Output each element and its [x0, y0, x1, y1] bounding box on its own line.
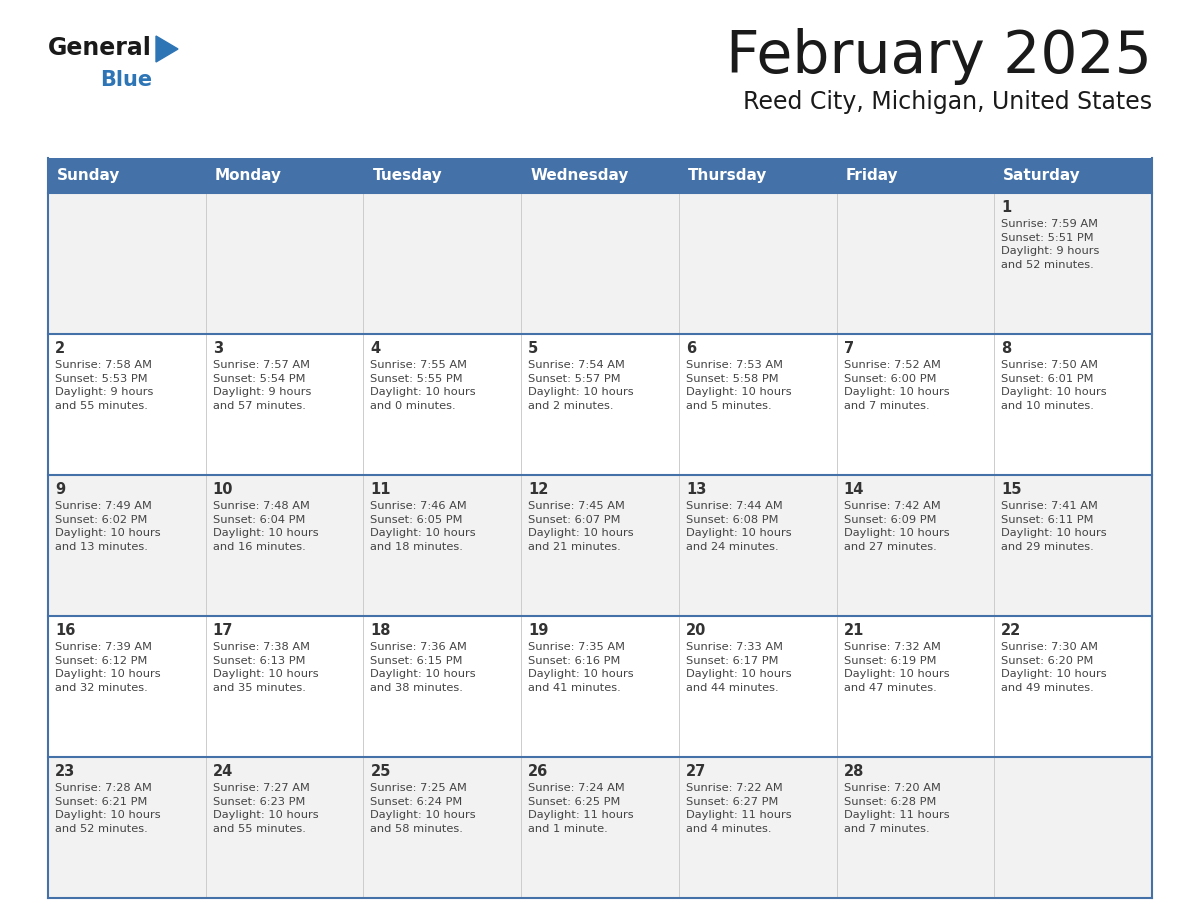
Text: 18: 18	[371, 623, 391, 638]
Text: Sunrise: 7:25 AM
Sunset: 6:24 PM
Daylight: 10 hours
and 58 minutes.: Sunrise: 7:25 AM Sunset: 6:24 PM Dayligh…	[371, 783, 476, 834]
Text: Sunrise: 7:38 AM
Sunset: 6:13 PM
Daylight: 10 hours
and 35 minutes.: Sunrise: 7:38 AM Sunset: 6:13 PM Dayligh…	[213, 642, 318, 693]
Text: Sunday: Sunday	[57, 168, 120, 183]
Text: Sunrise: 7:28 AM
Sunset: 6:21 PM
Daylight: 10 hours
and 52 minutes.: Sunrise: 7:28 AM Sunset: 6:21 PM Dayligh…	[55, 783, 160, 834]
Text: Sunrise: 7:36 AM
Sunset: 6:15 PM
Daylight: 10 hours
and 38 minutes.: Sunrise: 7:36 AM Sunset: 6:15 PM Dayligh…	[371, 642, 476, 693]
Bar	[48, 158, 206, 193]
Bar	[48, 475, 1152, 616]
Text: Sunrise: 7:55 AM
Sunset: 5:55 PM
Daylight: 10 hours
and 0 minutes.: Sunrise: 7:55 AM Sunset: 5:55 PM Dayligh…	[371, 360, 476, 410]
Text: Reed City, Michigan, United States: Reed City, Michigan, United States	[742, 90, 1152, 114]
Text: 16: 16	[55, 623, 75, 638]
Text: 2: 2	[55, 341, 65, 356]
Bar	[48, 757, 1152, 898]
Text: Sunrise: 7:54 AM
Sunset: 5:57 PM
Daylight: 10 hours
and 2 minutes.: Sunrise: 7:54 AM Sunset: 5:57 PM Dayligh…	[529, 360, 633, 410]
Text: Friday: Friday	[846, 168, 898, 183]
Text: Saturday: Saturday	[1004, 168, 1081, 183]
Text: 4: 4	[371, 341, 380, 356]
Text: 13: 13	[685, 482, 706, 497]
Text: 25: 25	[371, 764, 391, 779]
Text: 23: 23	[55, 764, 75, 779]
Bar	[48, 193, 1152, 334]
Text: 3: 3	[213, 341, 223, 356]
Text: 12: 12	[529, 482, 549, 497]
Text: 28: 28	[843, 764, 864, 779]
Text: 10: 10	[213, 482, 233, 497]
Text: 14: 14	[843, 482, 864, 497]
Text: 15: 15	[1001, 482, 1022, 497]
Text: Sunrise: 7:20 AM
Sunset: 6:28 PM
Daylight: 11 hours
and 7 minutes.: Sunrise: 7:20 AM Sunset: 6:28 PM Dayligh…	[843, 783, 949, 834]
Bar	[994, 158, 1152, 193]
Text: Sunrise: 7:39 AM
Sunset: 6:12 PM
Daylight: 10 hours
and 32 minutes.: Sunrise: 7:39 AM Sunset: 6:12 PM Dayligh…	[55, 642, 160, 693]
Text: 21: 21	[843, 623, 864, 638]
Text: Sunrise: 7:33 AM
Sunset: 6:17 PM
Daylight: 10 hours
and 44 minutes.: Sunrise: 7:33 AM Sunset: 6:17 PM Dayligh…	[685, 642, 791, 693]
Text: Sunrise: 7:24 AM
Sunset: 6:25 PM
Daylight: 11 hours
and 1 minute.: Sunrise: 7:24 AM Sunset: 6:25 PM Dayligh…	[529, 783, 633, 834]
Text: Sunrise: 7:44 AM
Sunset: 6:08 PM
Daylight: 10 hours
and 24 minutes.: Sunrise: 7:44 AM Sunset: 6:08 PM Dayligh…	[685, 501, 791, 552]
Text: Thursday: Thursday	[688, 168, 767, 183]
Text: Sunrise: 7:22 AM
Sunset: 6:27 PM
Daylight: 11 hours
and 4 minutes.: Sunrise: 7:22 AM Sunset: 6:27 PM Dayligh…	[685, 783, 791, 834]
Text: 6: 6	[685, 341, 696, 356]
Text: Sunrise: 7:41 AM
Sunset: 6:11 PM
Daylight: 10 hours
and 29 minutes.: Sunrise: 7:41 AM Sunset: 6:11 PM Dayligh…	[1001, 501, 1107, 552]
Text: General: General	[48, 36, 152, 60]
Text: 9: 9	[55, 482, 65, 497]
Text: Sunrise: 7:42 AM
Sunset: 6:09 PM
Daylight: 10 hours
and 27 minutes.: Sunrise: 7:42 AM Sunset: 6:09 PM Dayligh…	[843, 501, 949, 552]
Text: Sunrise: 7:32 AM
Sunset: 6:19 PM
Daylight: 10 hours
and 47 minutes.: Sunrise: 7:32 AM Sunset: 6:19 PM Dayligh…	[843, 642, 949, 693]
Bar	[678, 158, 836, 193]
Text: 17: 17	[213, 623, 233, 638]
Bar	[836, 158, 994, 193]
Text: Sunrise: 7:57 AM
Sunset: 5:54 PM
Daylight: 9 hours
and 57 minutes.: Sunrise: 7:57 AM Sunset: 5:54 PM Dayligh…	[213, 360, 311, 410]
Text: Blue: Blue	[100, 70, 152, 90]
Text: 19: 19	[529, 623, 549, 638]
Text: 8: 8	[1001, 341, 1011, 356]
Bar	[48, 334, 1152, 475]
Bar	[522, 158, 678, 193]
Text: Sunrise: 7:58 AM
Sunset: 5:53 PM
Daylight: 9 hours
and 55 minutes.: Sunrise: 7:58 AM Sunset: 5:53 PM Dayligh…	[55, 360, 153, 410]
Polygon shape	[156, 36, 178, 62]
Text: 5: 5	[529, 341, 538, 356]
Bar	[364, 158, 522, 193]
Text: Wednesday: Wednesday	[530, 168, 628, 183]
Text: Sunrise: 7:50 AM
Sunset: 6:01 PM
Daylight: 10 hours
and 10 minutes.: Sunrise: 7:50 AM Sunset: 6:01 PM Dayligh…	[1001, 360, 1107, 410]
Text: Sunrise: 7:49 AM
Sunset: 6:02 PM
Daylight: 10 hours
and 13 minutes.: Sunrise: 7:49 AM Sunset: 6:02 PM Dayligh…	[55, 501, 160, 552]
Text: Sunrise: 7:46 AM
Sunset: 6:05 PM
Daylight: 10 hours
and 18 minutes.: Sunrise: 7:46 AM Sunset: 6:05 PM Dayligh…	[371, 501, 476, 552]
Text: 24: 24	[213, 764, 233, 779]
Text: Tuesday: Tuesday	[372, 168, 442, 183]
Text: Monday: Monday	[215, 168, 282, 183]
Text: 1: 1	[1001, 200, 1011, 215]
Text: Sunrise: 7:48 AM
Sunset: 6:04 PM
Daylight: 10 hours
and 16 minutes.: Sunrise: 7:48 AM Sunset: 6:04 PM Dayligh…	[213, 501, 318, 552]
Text: 11: 11	[371, 482, 391, 497]
Text: Sunrise: 7:27 AM
Sunset: 6:23 PM
Daylight: 10 hours
and 55 minutes.: Sunrise: 7:27 AM Sunset: 6:23 PM Dayligh…	[213, 783, 318, 834]
Text: Sunrise: 7:35 AM
Sunset: 6:16 PM
Daylight: 10 hours
and 41 minutes.: Sunrise: 7:35 AM Sunset: 6:16 PM Dayligh…	[529, 642, 633, 693]
Text: Sunrise: 7:30 AM
Sunset: 6:20 PM
Daylight: 10 hours
and 49 minutes.: Sunrise: 7:30 AM Sunset: 6:20 PM Dayligh…	[1001, 642, 1107, 693]
Bar	[206, 158, 364, 193]
Text: Sunrise: 7:53 AM
Sunset: 5:58 PM
Daylight: 10 hours
and 5 minutes.: Sunrise: 7:53 AM Sunset: 5:58 PM Dayligh…	[685, 360, 791, 410]
Text: 20: 20	[685, 623, 706, 638]
Text: 7: 7	[843, 341, 854, 356]
Text: February 2025: February 2025	[726, 28, 1152, 85]
Text: 27: 27	[685, 764, 706, 779]
Text: 22: 22	[1001, 623, 1022, 638]
Text: 26: 26	[529, 764, 549, 779]
Text: Sunrise: 7:52 AM
Sunset: 6:00 PM
Daylight: 10 hours
and 7 minutes.: Sunrise: 7:52 AM Sunset: 6:00 PM Dayligh…	[843, 360, 949, 410]
Text: Sunrise: 7:45 AM
Sunset: 6:07 PM
Daylight: 10 hours
and 21 minutes.: Sunrise: 7:45 AM Sunset: 6:07 PM Dayligh…	[529, 501, 633, 552]
Text: Sunrise: 7:59 AM
Sunset: 5:51 PM
Daylight: 9 hours
and 52 minutes.: Sunrise: 7:59 AM Sunset: 5:51 PM Dayligh…	[1001, 219, 1100, 270]
Bar	[48, 616, 1152, 757]
